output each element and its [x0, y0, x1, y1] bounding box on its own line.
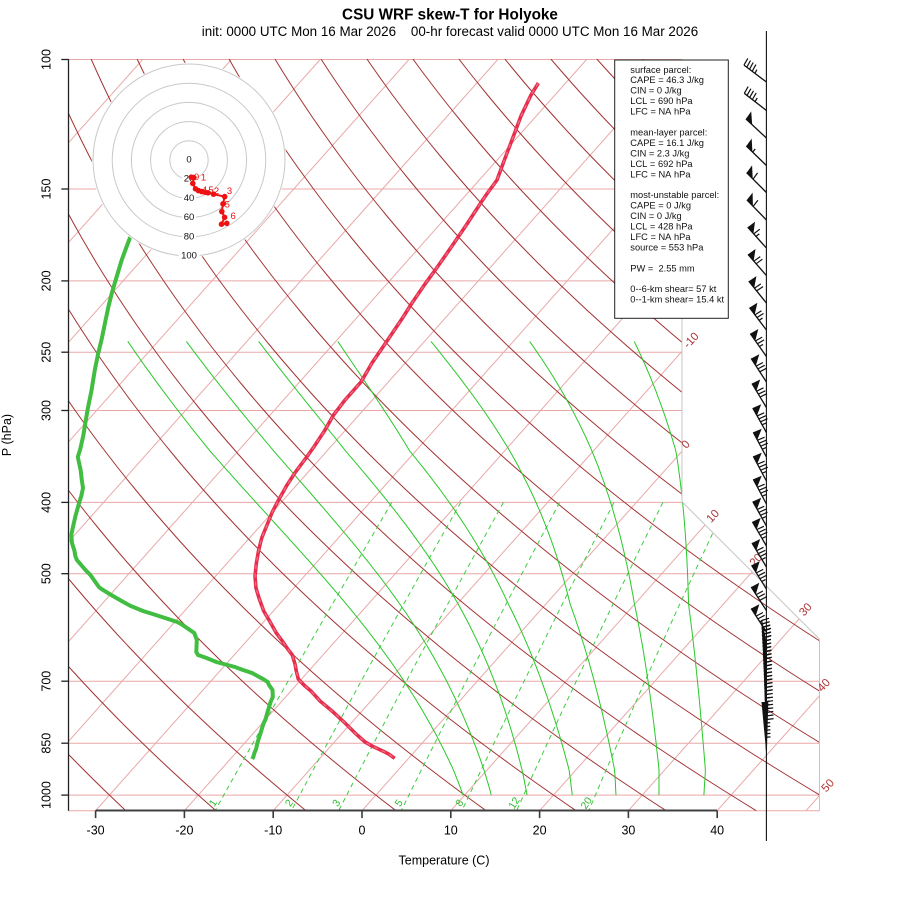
- svg-text:0--6-km shear= 57 kt: 0--6-km shear= 57 kt: [630, 284, 716, 294]
- svg-text:850: 850: [40, 733, 54, 754]
- svg-text:LFC = NA hPa: LFC = NA hPa: [630, 107, 691, 117]
- svg-text:-10: -10: [264, 824, 282, 838]
- svg-text:CAPE = 16.1 J/kg: CAPE = 16.1 J/kg: [630, 138, 704, 148]
- svg-text:300: 300: [40, 400, 54, 421]
- svg-text:3: 3: [227, 186, 232, 197]
- svg-text:1: 1: [201, 172, 206, 183]
- svg-text:10: 10: [444, 824, 458, 838]
- svg-text:200: 200: [40, 270, 54, 291]
- svg-text:LFC = NA hPa: LFC = NA hPa: [630, 169, 691, 179]
- svg-text:5: 5: [393, 798, 405, 809]
- svg-text:CIN = 0 J/kg: CIN = 0 J/kg: [630, 86, 681, 96]
- svg-text:-20: -20: [175, 824, 193, 838]
- svg-text:80: 80: [184, 231, 195, 242]
- svg-text:100: 100: [181, 251, 197, 262]
- svg-text:LFC = NA hPa: LFC = NA hPa: [630, 232, 691, 242]
- svg-text:5: 5: [208, 185, 213, 196]
- svg-text:LCL = 690 hPa: LCL = 690 hPa: [630, 96, 693, 106]
- svg-text:CSU WRF skew-T for Holyoke: CSU WRF skew-T for Holyoke: [342, 7, 558, 24]
- svg-text:5: 5: [225, 200, 230, 211]
- svg-text:CIN = 2.3 J/kg: CIN = 2.3 J/kg: [630, 148, 689, 158]
- svg-text:40: 40: [710, 824, 724, 838]
- svg-text:12: 12: [507, 795, 523, 811]
- svg-text:20: 20: [533, 824, 547, 838]
- svg-text:P (hPa): P (hPa): [0, 414, 14, 456]
- svg-text:500: 500: [40, 563, 54, 584]
- svg-text:LCL = 692 hPa: LCL = 692 hPa: [630, 159, 693, 169]
- svg-text:6: 6: [231, 211, 236, 222]
- svg-text:40: 40: [184, 193, 195, 204]
- svg-text:2: 2: [214, 186, 219, 197]
- svg-text:150: 150: [40, 179, 54, 200]
- svg-text:0: 0: [359, 824, 366, 838]
- svg-text:LCL = 428 hPa: LCL = 428 hPa: [630, 222, 693, 232]
- svg-text:CIN = 0 J/kg: CIN = 0 J/kg: [630, 211, 681, 221]
- svg-text:3: 3: [331, 798, 343, 809]
- svg-text:CAPE = 46.3 J/kg: CAPE = 46.3 J/kg: [630, 75, 704, 85]
- svg-text:20: 20: [184, 174, 195, 185]
- svg-text:20: 20: [579, 795, 595, 811]
- svg-text:30: 30: [621, 824, 635, 838]
- svg-text:100: 100: [40, 49, 54, 70]
- svg-text:700: 700: [40, 671, 54, 692]
- svg-text:0: 0: [194, 172, 199, 183]
- svg-text:2: 2: [284, 798, 296, 809]
- svg-text:mean-layer parcel:: mean-layer parcel:: [630, 128, 707, 138]
- svg-text:60: 60: [184, 212, 195, 223]
- svg-text:-30: -30: [87, 824, 105, 838]
- svg-text:250: 250: [40, 342, 54, 363]
- svg-text:4: 4: [202, 185, 207, 196]
- svg-text:CAPE = 0 J/kg: CAPE = 0 J/kg: [630, 201, 691, 211]
- svg-text:most-unstable parcel:: most-unstable parcel:: [630, 190, 719, 200]
- svg-text:1000: 1000: [40, 781, 54, 809]
- svg-text:source = 553 hPa: source = 553 hPa: [630, 242, 704, 252]
- svg-text:400: 400: [40, 492, 54, 513]
- svg-text:init: 0000 UTC Mon 16 Mar 2026: init: 0000 UTC Mon 16 Mar 2026 00-hr for…: [202, 24, 698, 39]
- svg-text:8: 8: [454, 798, 466, 809]
- svg-text:0: 0: [186, 155, 191, 166]
- svg-text:0--1-km shear= 15.4 kt: 0--1-km shear= 15.4 kt: [630, 295, 724, 305]
- svg-text:1: 1: [208, 798, 220, 809]
- svg-text:surface parcel:: surface parcel:: [630, 65, 691, 75]
- svg-text:PW = 2.55 mm: PW = 2.55 mm: [630, 263, 695, 273]
- svg-text:Temperature (C): Temperature (C): [399, 854, 490, 868]
